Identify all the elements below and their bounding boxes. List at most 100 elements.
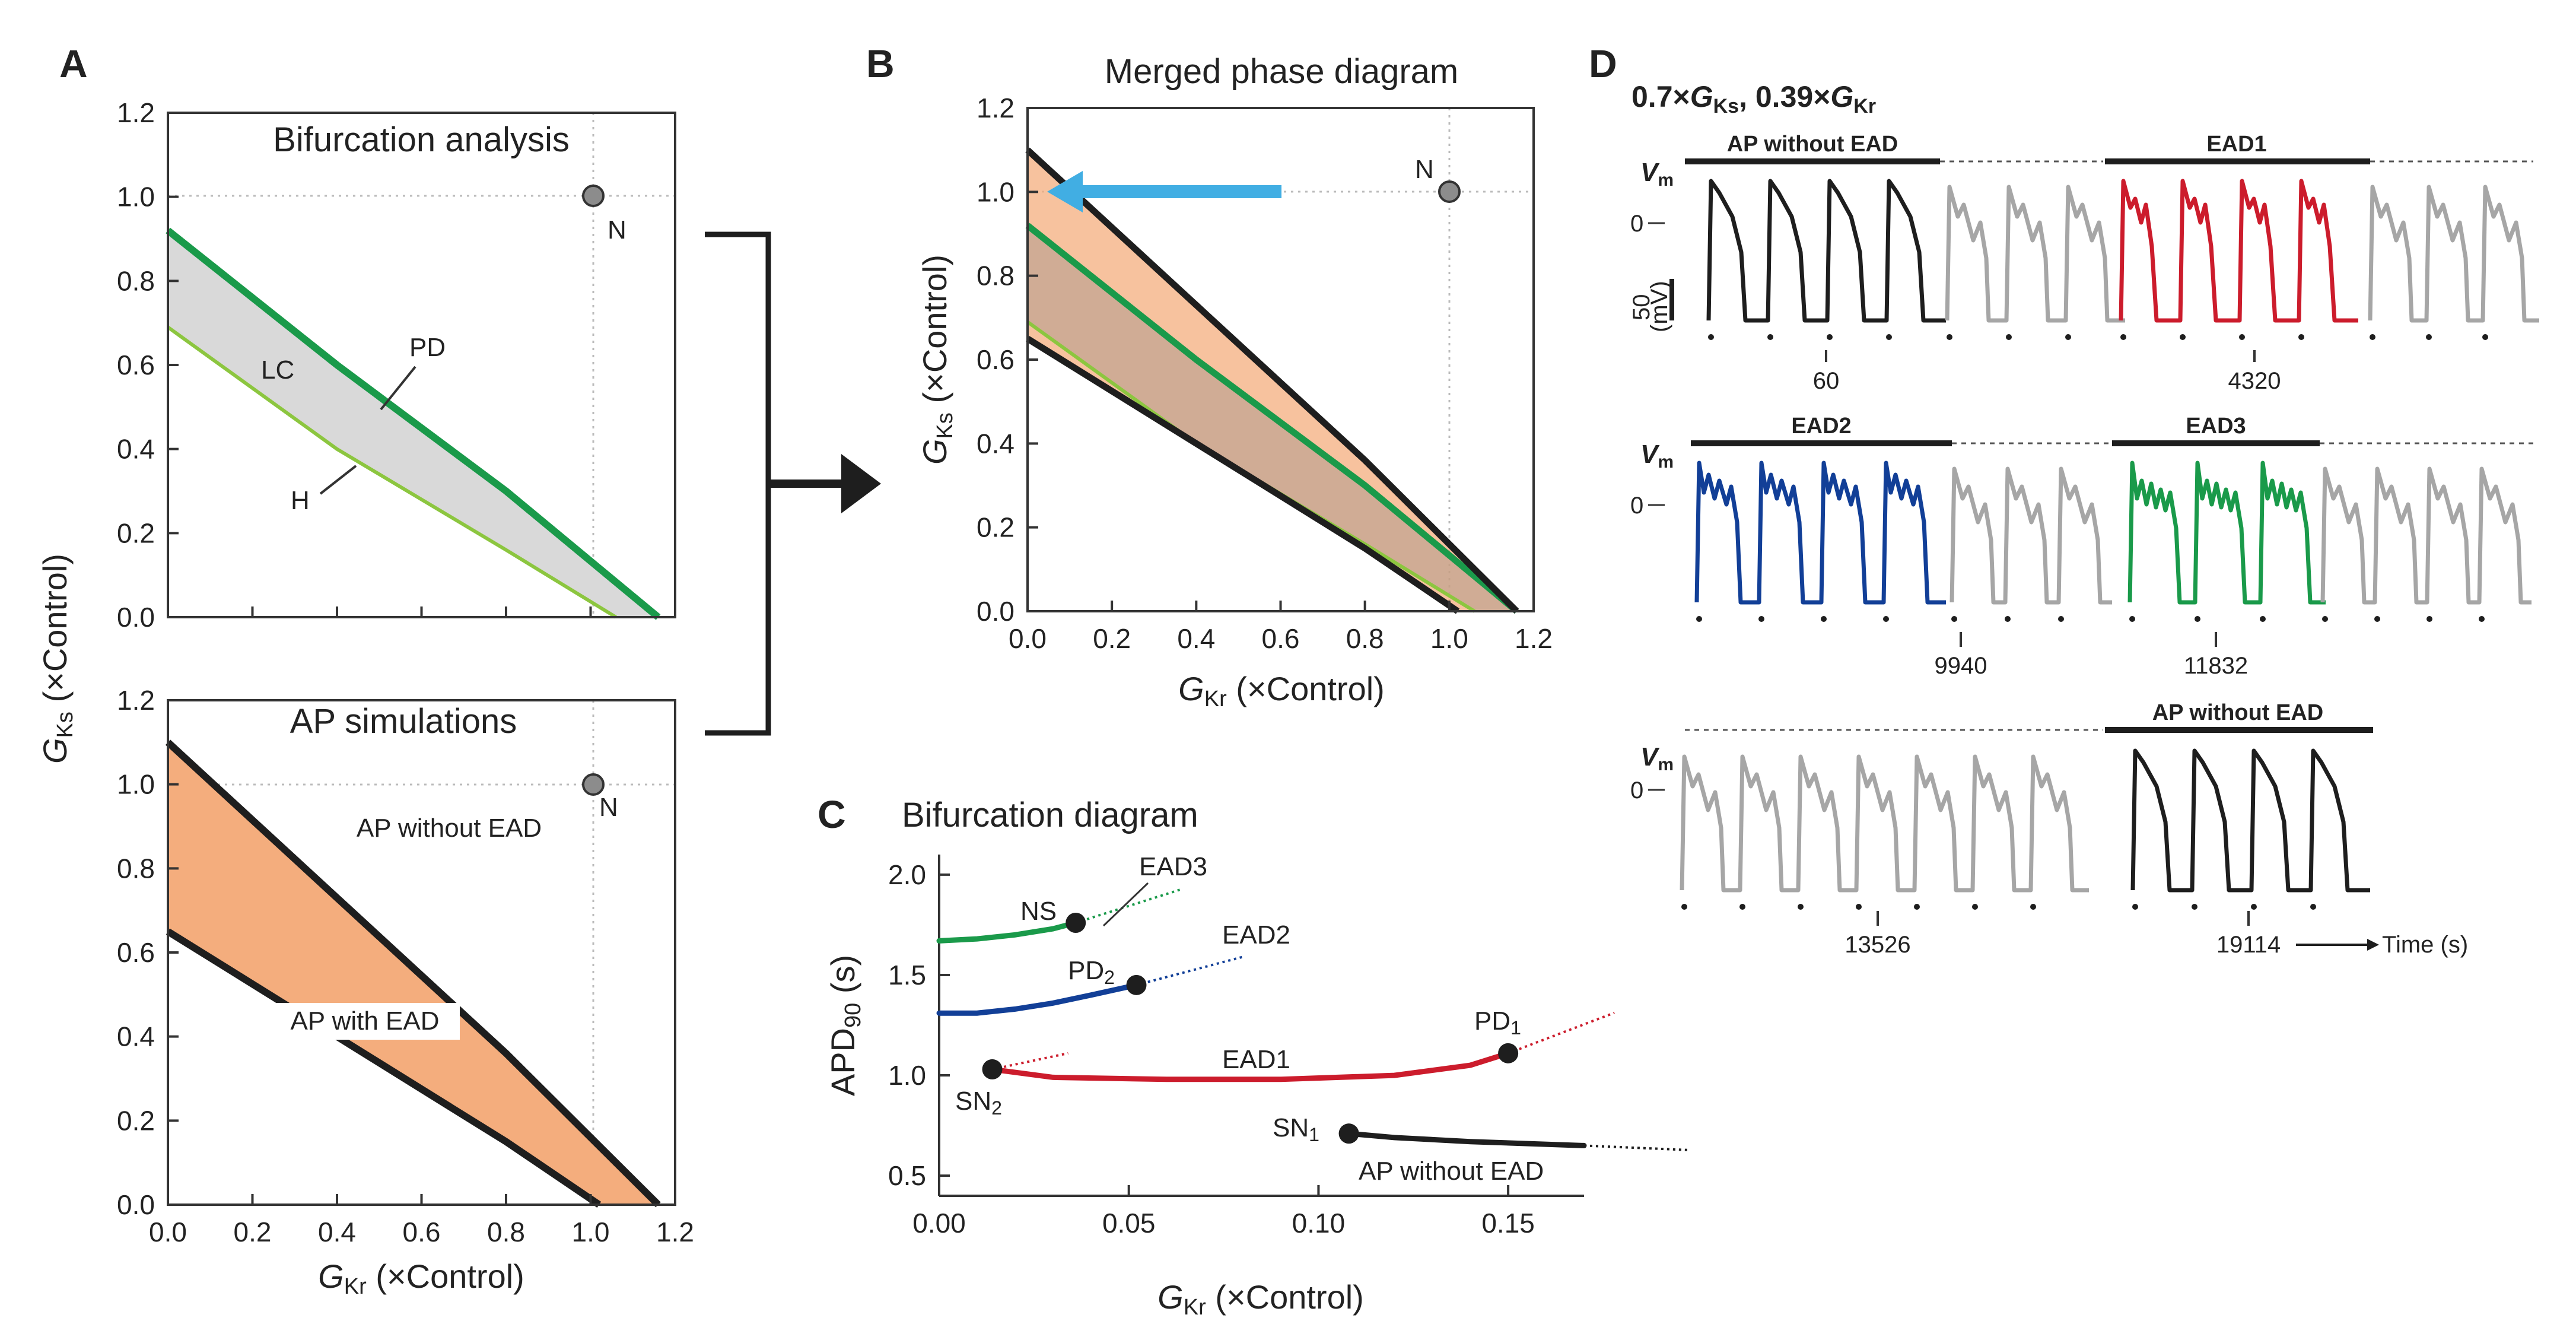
stimulus-dot — [1696, 616, 1702, 622]
stimulus-dot — [1708, 334, 1714, 340]
pd2-label: PD2 — [1068, 956, 1115, 988]
stimulus-dot — [2195, 616, 2200, 622]
x-tick-label: 0.8 — [1346, 623, 1384, 654]
stimulus-dot — [2030, 904, 2036, 910]
ap-traces — [1680, 179, 2539, 910]
stimulus-dot — [2370, 334, 2375, 340]
pd-boundary-line — [1025, 223, 1519, 614]
stimulus-dot — [1739, 904, 1745, 910]
y-axis-ticks: 0.0 0.2 0.4 0.6 0.8 1.0 1.2 — [977, 93, 1038, 627]
y-tick-label: 0.2 — [117, 517, 155, 548]
stimulus-dot — [2058, 616, 2064, 622]
series-line — [990, 1050, 1511, 1082]
shift-arrow-head — [1047, 171, 1083, 212]
y-axis-ticks: 0.0 0.2 0.4 0.6 0.8 1.0 1.2 — [117, 97, 179, 633]
label-background — [270, 1003, 460, 1040]
no-ead-branch-label: AP without EAD — [1359, 1157, 1544, 1186]
panel-c-y-axis-label: APD90 (s) — [824, 955, 866, 1096]
panel-c-chart: 0.5 1.0 1.5 2.0 0.00 0.05 0.10 0.15 — [888, 855, 1691, 1239]
panel-label-c: C — [818, 792, 846, 836]
ap-trace — [1950, 466, 2112, 605]
y-axis-ticks: 0.0 0.2 0.4 0.6 0.8 1.0 1.2 — [117, 685, 179, 1220]
stimulus-dot — [1681, 904, 1687, 910]
stimulus-dot — [2322, 616, 2328, 622]
merge-arrow-head — [841, 454, 881, 513]
y-axis-ticks: 0.5 1.0 1.5 2.0 — [888, 859, 950, 1191]
x-tick-label: 1.2 — [1515, 623, 1553, 654]
panel-label-b: B — [866, 42, 895, 85]
row1-bar2-label: EAD1 — [2206, 132, 2266, 157]
stimulus-dot — [2006, 334, 2012, 340]
ap-trace — [2320, 466, 2532, 605]
row1-time2: 4320 — [2228, 368, 2281, 394]
panel-label-a: A — [59, 42, 88, 85]
y-tick-label: 0.6 — [117, 350, 155, 380]
y-tick-label: 0.4 — [117, 1021, 155, 1052]
unstable-branch — [1583, 1144, 1691, 1152]
y-tick-label: 2.0 — [888, 859, 926, 890]
x-tick-label: 1.0 — [572, 1217, 610, 1247]
stimulus-dot — [2005, 616, 2011, 622]
ead3-label: EAD3 — [1139, 852, 1207, 881]
stimulus-dot — [2239, 334, 2245, 340]
x-tick-label: 0.4 — [318, 1217, 356, 1247]
pd-boundary-line — [166, 227, 661, 620]
stimulus-dot — [1947, 334, 1952, 340]
pd-leader-line — [380, 366, 416, 411]
x-axis-ticks: 0.00 0.05 0.10 0.15 — [912, 1185, 1535, 1239]
bifurcation-point — [1066, 913, 1086, 933]
condition-header: 0.7×GKs, 0.39×GKr — [1632, 80, 1876, 118]
panel-a-x-axis-label: GKr (×Control) — [318, 1258, 524, 1299]
panel-c-x-axis-label: GKr (×Control) — [1157, 1278, 1364, 1320]
stimulus-dot — [2180, 334, 2186, 340]
ap-trace — [2368, 185, 2539, 323]
y-tick-label: 0.0 — [977, 596, 1015, 627]
y-tick-label: 0.8 — [117, 265, 155, 296]
y-tick-label: 1.2 — [117, 97, 155, 128]
row2-bar1-label: EAD2 — [1791, 414, 1851, 439]
y-tick-label: 1.2 — [977, 93, 1015, 123]
x-tick-label: 0.2 — [234, 1217, 272, 1247]
row2-bar2-label: EAD3 — [2186, 414, 2246, 439]
lc-label: LC — [261, 355, 294, 385]
ap-trace — [1680, 754, 2089, 893]
stimulus-dot — [1758, 616, 1764, 622]
y-tick-label: 0.5 — [888, 1160, 926, 1191]
y-tick-label: 1.5 — [888, 960, 926, 990]
stimulus-dot — [2298, 334, 2304, 340]
h-leader-line — [319, 465, 357, 495]
row2-zero-label: 0 — [1630, 493, 1643, 519]
normal-point-marker — [582, 185, 605, 207]
x-tick-label: 1.0 — [1430, 623, 1468, 654]
y-tick-label: 1.0 — [888, 1060, 926, 1091]
y-tick-label: 1.0 — [117, 769, 155, 800]
no-ead-region-label: AP without EAD — [357, 814, 542, 843]
y-tick-label: 1.0 — [977, 176, 1015, 207]
h-boundary-line — [167, 325, 617, 619]
y-tick-label: 0.4 — [977, 428, 1015, 459]
stimulus-dot — [2260, 616, 2266, 622]
row2-time2: 11832 — [2184, 653, 2248, 679]
sn1-label: SN1 — [1273, 1113, 1319, 1145]
unstable-branch — [1136, 955, 1244, 986]
x-tick-label: 0.8 — [487, 1217, 525, 1247]
y-tick-label: 0.6 — [117, 937, 155, 968]
stimulus-dot — [2426, 334, 2432, 340]
row3-time2: 19114 — [2216, 932, 2281, 958]
stimulus-dot — [2065, 334, 2071, 340]
lower-boundary-line — [1026, 336, 1460, 614]
bifurcation-point — [1498, 1043, 1519, 1063]
stimulus-dot — [1821, 616, 1827, 622]
ap-trace — [2119, 179, 2358, 323]
panel-c-title: Bifurcation diagram — [902, 796, 1198, 834]
panel-a-y-axis-label: GKs (×Control) — [36, 554, 78, 764]
chart-title: Bifurcation analysis — [273, 120, 570, 159]
normal-point-marker — [1438, 180, 1461, 203]
bifurcation-point — [982, 1059, 1003, 1079]
y-tick-label: 1.2 — [117, 685, 155, 716]
unstable-branch — [992, 1052, 1068, 1071]
series-line — [936, 920, 1079, 944]
x-tick-label: 0.00 — [912, 1208, 966, 1239]
points-group — [982, 913, 1519, 1144]
